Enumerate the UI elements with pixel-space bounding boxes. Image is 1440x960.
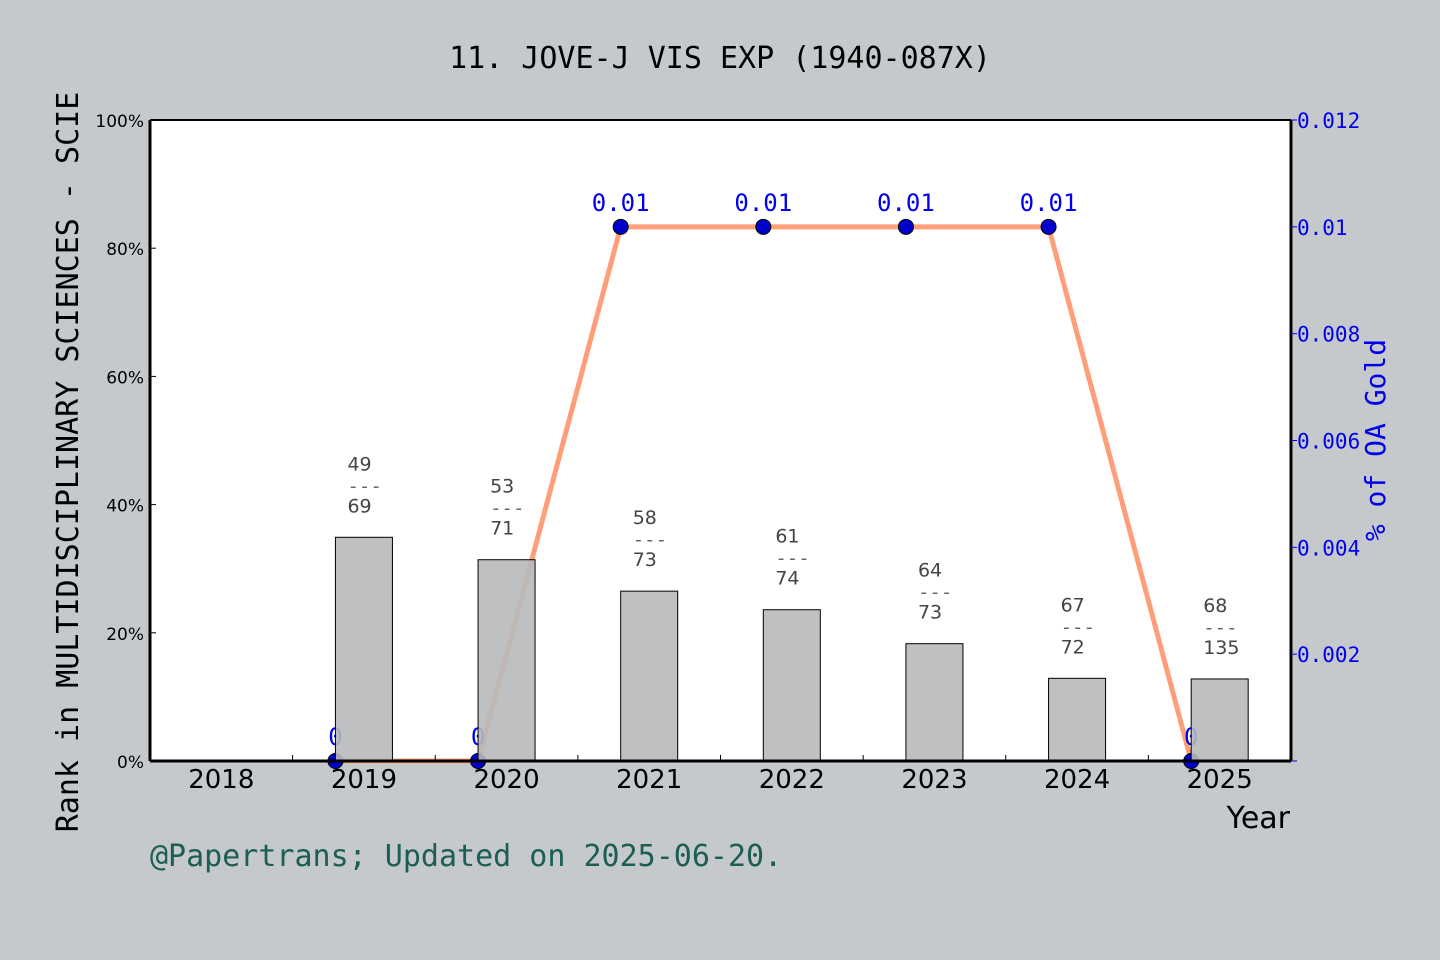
y2-tick-label: 0.002 [1297,643,1360,667]
total-label: 73 [633,549,657,571]
oa-gold-label: 0.01 [734,189,792,217]
plot-area [150,120,1291,761]
rank-bar [620,590,679,762]
total-label: 74 [775,568,799,590]
y-tick-label: 40% [106,497,144,517]
rank-label: 67 [1061,594,1085,616]
x-tick-label: 2020 [473,765,539,795]
oa-gold-label: 0.01 [1020,189,1078,217]
rank-label: 61 [775,526,799,548]
total-label: 72 [1061,636,1085,658]
x-axis-label: Year [1225,801,1290,836]
x-tick-label: 2019 [331,765,397,795]
y-tick-label: 0% [117,753,144,773]
y-tick-label: 100% [95,112,144,132]
x-tick-label: 2023 [901,765,967,795]
y2-tick-label: 0.01 [1297,216,1348,240]
x-tick-label: 2025 [1187,765,1253,795]
oa-gold-label: 0.01 [592,189,650,217]
oa-gold-point [612,218,629,235]
rank-separator: --- [775,548,809,570]
x-tick-label: 2022 [759,765,825,795]
oa-gold-point [1040,218,1057,235]
rank-separator: --- [1203,617,1237,639]
y2-axis-label: % of OA Gold [1359,339,1392,541]
rank-label: 58 [633,507,657,529]
total-label: 71 [490,518,514,540]
rank-bar [905,643,964,762]
rank-bar [1190,678,1249,762]
total-label: 135 [1203,637,1239,659]
total-label: 69 [347,495,371,517]
x-tick-label: 2018 [188,765,254,795]
chart-title: 11. JOVE-J VIS EXP (1940-087X) [449,41,991,76]
rank-separator: --- [633,529,667,551]
y-tick-label: 80% [106,240,144,260]
y2-tick-label: 0.008 [1297,323,1360,347]
rank-separator: --- [1061,616,1095,638]
oa-gold-point [755,218,772,235]
y2-tick-label: 0.006 [1297,430,1360,454]
rank-separator: --- [918,582,952,604]
y-tick-label: 20% [106,625,144,645]
x-tick-label: 2021 [616,765,682,795]
footer-credit: @Papertrans; Updated on 2025-06-20. [150,839,782,874]
y2-tick-label: 0.004 [1297,536,1360,560]
rank-separator: --- [347,475,381,497]
y-tick-label: 60% [106,368,144,388]
rank-label: 68 [1203,595,1227,617]
oa-gold-point [897,218,914,235]
rank-bar [477,559,536,762]
x-tick-label: 2024 [1044,765,1110,795]
rank-label: 64 [918,560,942,582]
rank-label: 49 [347,453,371,475]
rank-bar [334,536,393,762]
total-label: 73 [918,602,942,624]
rank-bar [762,609,821,762]
rank-bar [1048,677,1107,762]
y-axis-label: Rank in MULTIDISCIPLINARY SCIENCES - SCI… [51,92,86,833]
oa-gold-label: 0.01 [877,189,935,217]
y2-tick-label: 0.012 [1297,109,1360,133]
rank-separator: --- [490,498,524,520]
rank-label: 53 [490,476,514,498]
